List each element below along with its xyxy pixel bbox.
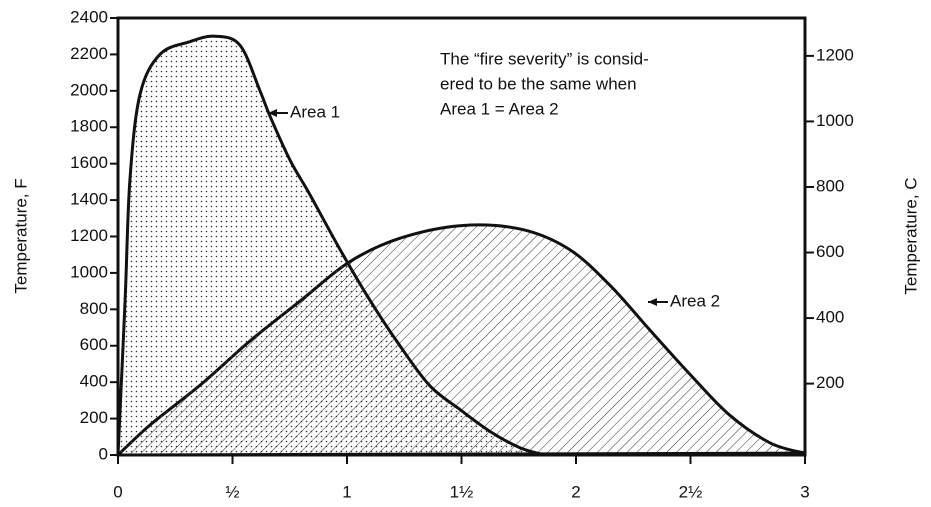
y-tick-label: 1800 <box>70 117 108 136</box>
y2-axis-label: Temperature, C <box>901 177 920 294</box>
series-label: Area 2 <box>670 291 720 310</box>
x-tick-label: 0 <box>113 482 122 501</box>
y2-tick-label: 200 <box>816 373 844 392</box>
y-axis-label: Temperature, F <box>11 178 30 293</box>
annotation: ered to be the same when <box>440 74 637 93</box>
y-tick-label: 2000 <box>70 80 108 99</box>
y2-tick-label: 600 <box>816 242 844 261</box>
x-tick-label: 1 <box>342 482 351 501</box>
y2-tick-label: 1000 <box>816 111 854 130</box>
y-tick-label: 1200 <box>70 226 108 245</box>
annotation: Area 1 = Area 2 <box>440 99 559 118</box>
area <box>116 34 547 457</box>
label-arrowhead <box>268 109 277 117</box>
y-tick-label: 2200 <box>70 44 108 63</box>
y-tick-label: 600 <box>80 335 108 354</box>
y-tick-label: 1000 <box>70 262 108 281</box>
y2-tick-label: 1200 <box>816 45 854 64</box>
label-arrowhead <box>648 298 657 306</box>
y2-tick-label: 400 <box>816 308 844 327</box>
y2-tick-label: 800 <box>816 176 844 195</box>
y-tick-label: 400 <box>80 372 108 391</box>
annotation: The “fire severity” is consid- <box>440 49 649 68</box>
y-tick-label: 800 <box>80 299 108 318</box>
x-tick-label: 2 <box>571 482 580 501</box>
x-tick-label: 1½ <box>450 482 474 501</box>
y-tick-label: 1600 <box>70 153 108 172</box>
y-tick-label: 0 <box>99 444 108 463</box>
y-tick-label: 2400 <box>70 7 108 26</box>
y-tick-label: 1400 <box>70 190 108 209</box>
series-label: Area 1 <box>290 102 340 121</box>
y-tick-label: 200 <box>80 408 108 427</box>
x-tick-label: 3 <box>800 482 809 501</box>
x-tick-label: ½ <box>225 482 239 501</box>
x-tick-label: 2½ <box>679 482 703 501</box>
